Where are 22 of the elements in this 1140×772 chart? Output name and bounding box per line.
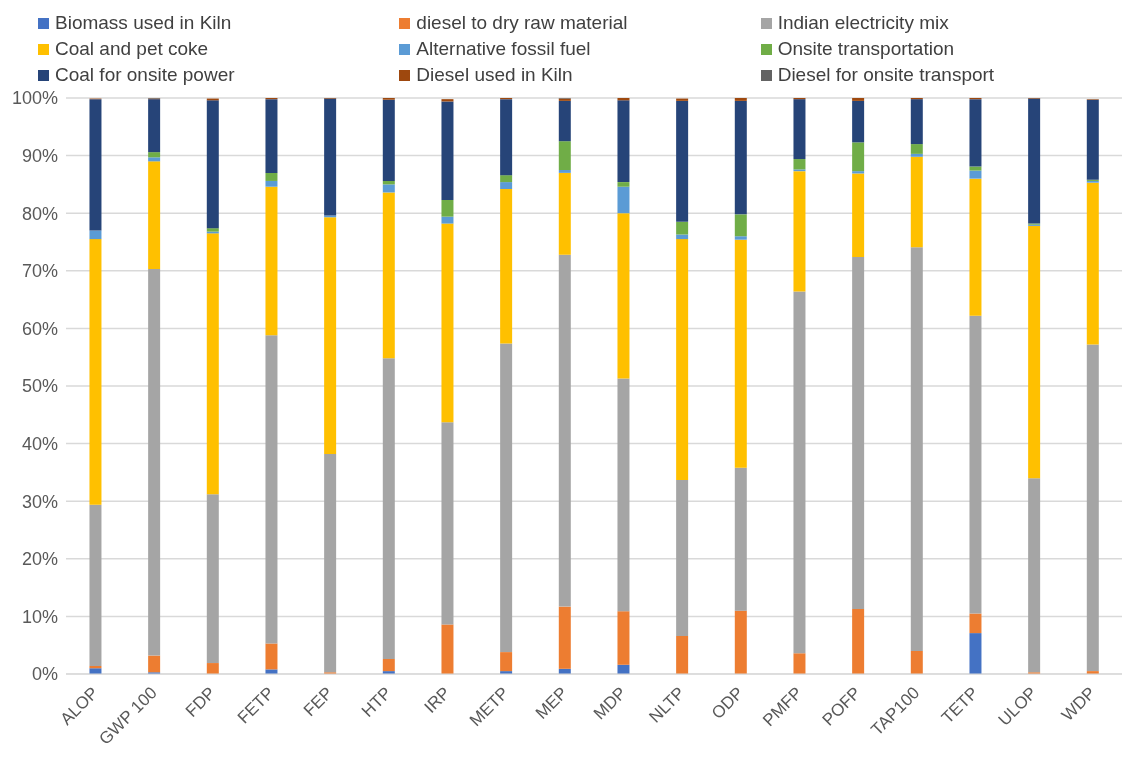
x-tick-label: FEP xyxy=(299,683,337,721)
y-tick-label: 50% xyxy=(21,376,58,397)
y-tick-label: 100% xyxy=(11,88,58,109)
legend-label: diesel to dry raw material xyxy=(416,12,628,34)
legend-label: Diesel for onsite transport xyxy=(777,64,995,86)
legend-label: Coal for onsite power xyxy=(55,64,235,86)
legend-label: Onsite transportation xyxy=(777,38,955,60)
legend-label: Biomass used in Kiln xyxy=(55,12,232,34)
y-tick-label: 90% xyxy=(21,145,58,166)
y-tick-label: 30% xyxy=(21,491,58,512)
y-tick-label: 80% xyxy=(21,203,58,224)
y-tick-label: 20% xyxy=(21,549,58,570)
legend-label: Coal and pet coke xyxy=(55,38,209,60)
x-tick-label: IRP xyxy=(420,683,455,717)
y-tick-label: 70% xyxy=(21,261,58,282)
y-tick-label: 10% xyxy=(21,606,58,627)
y-tick-label: 0% xyxy=(31,664,58,685)
legend-label: Alternative fossil fuel xyxy=(416,38,591,60)
y-tick-label: 60% xyxy=(21,318,58,339)
y-tick-label: 40% xyxy=(21,433,58,454)
legend-label: Indian electricity mix xyxy=(777,12,949,34)
legend-label: Diesel used in Kiln xyxy=(416,64,573,86)
